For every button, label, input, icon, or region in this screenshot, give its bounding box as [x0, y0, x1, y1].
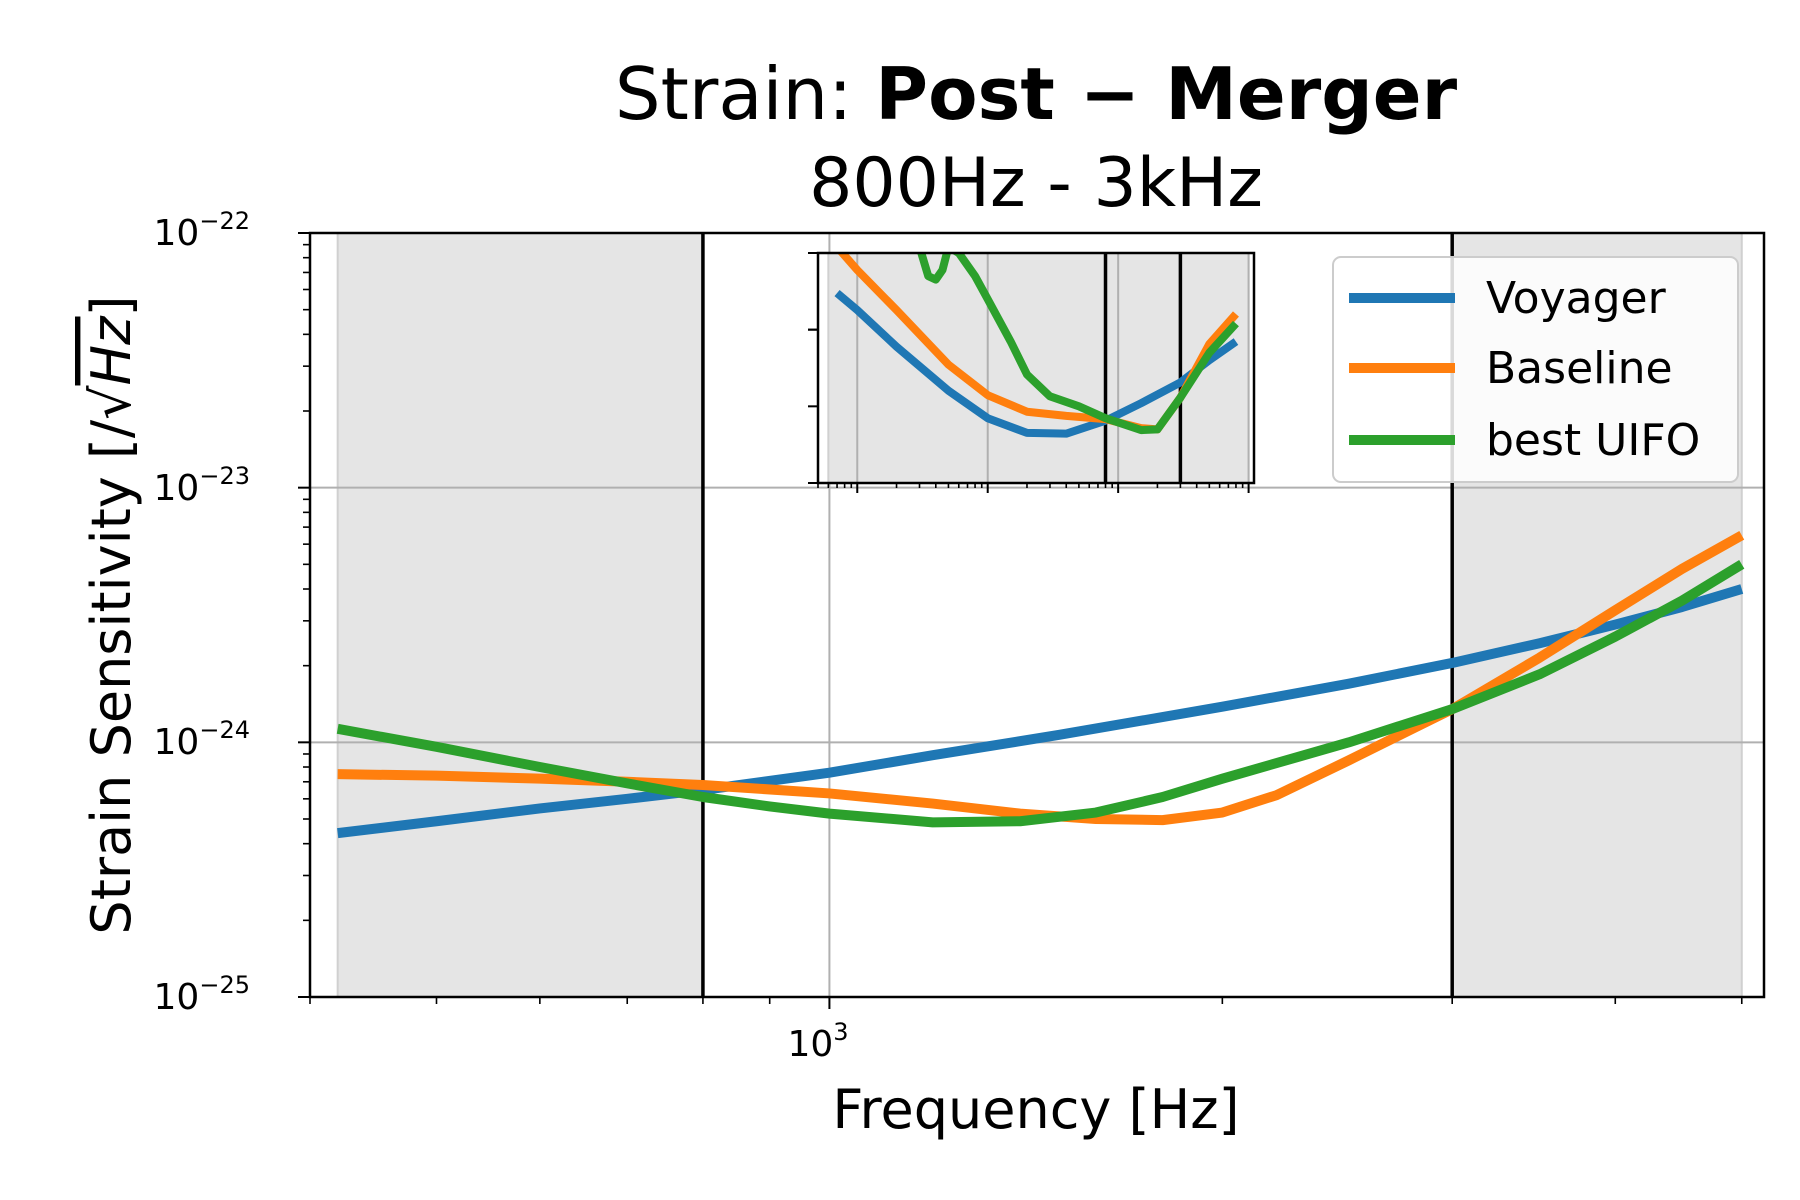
svg-text:Strain Sensitivity [/√Hz]: Strain Sensitivity [/√Hz]	[80, 295, 143, 934]
y-tick-label: 10−24	[154, 716, 250, 763]
y-tick-label: 10−22	[154, 207, 250, 254]
main-plot-frame	[308, 231, 1766, 999]
inset-frame	[816, 251, 1256, 485]
inset-series-group	[834, 253, 1239, 438]
x-tick-label: 103	[787, 1018, 848, 1065]
main-shaded-region	[337, 233, 703, 997]
main-series-best-uifo	[336, 560, 1745, 828]
inset-series-voyager	[834, 290, 1239, 438]
sqrt-symbol: √	[80, 385, 143, 420]
inset-shaded-region	[827, 253, 1250, 483]
y-tick-label: 10−25	[154, 971, 250, 1018]
legend-label-voyager: Voyager	[1486, 273, 1667, 324]
y-tick-labels: 10−22 10−23 10−24 10−25	[154, 207, 250, 1018]
inset-band-edge-lines	[1103, 253, 1183, 483]
inset-shaded-region	[828, 253, 1249, 483]
main-series-group	[336, 530, 1745, 839]
legend-box	[1332, 256, 1739, 483]
y-axis-label: Strain Sensitivity [/√Hz]	[80, 295, 143, 934]
legend-label-best-uifo: best UIFO	[1486, 415, 1700, 466]
y-tick-label: 10−23	[154, 462, 250, 509]
inset-series-best-uifo	[917, 253, 1239, 435]
chart-title: Strain: Post − Merger	[615, 52, 1458, 136]
chart-subtitle: 800Hz - 3kHz	[809, 144, 1263, 223]
legend: Voyager Baseline best UIFO	[1332, 256, 1739, 483]
legend-label-baseline: Baseline	[1486, 343, 1673, 394]
x-axis-label: Frequency [Hz]	[832, 1078, 1239, 1141]
